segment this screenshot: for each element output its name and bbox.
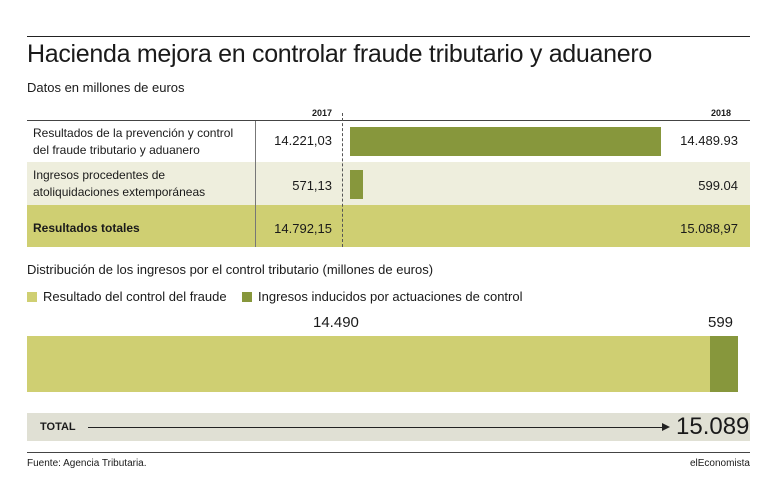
header-rule — [27, 120, 750, 121]
total-value: 15.089 — [676, 413, 750, 440]
value-2018: 14.489.93 — [680, 133, 738, 148]
row-label-total: Resultados totales — [33, 221, 140, 235]
value-2017-total: 14.792,15 — [274, 221, 332, 236]
arrow-line — [88, 427, 664, 428]
column-divider — [255, 121, 256, 247]
bar-2018 — [350, 170, 363, 199]
stacked-bar-ingresos-inducidos — [710, 336, 738, 392]
value-2017: 571,13 — [292, 178, 332, 193]
year-header-2017: 2017 — [312, 108, 333, 118]
legend-label: Ingresos inducidos por actuaciones de co… — [258, 289, 523, 304]
chart-subtitle: Datos en millones de euros — [27, 80, 185, 95]
chart-title: Hacienda mejora en controlar fraude trib… — [27, 40, 652, 68]
arrow-icon — [662, 423, 670, 431]
table-row — [27, 205, 750, 247]
distribution-title: Distribución de los ingresos por el cont… — [27, 262, 434, 277]
value-2017: 14.221,03 — [274, 133, 332, 148]
bar-2018 — [350, 127, 661, 156]
value-2018: 599.04 — [698, 178, 738, 193]
total-label: TOTAL — [40, 421, 76, 433]
row-label: Ingresos procedentes de atoliquidaciones … — [33, 168, 206, 199]
stacked-bar-control-fraude — [27, 336, 710, 392]
row-label: Resultados de la prevención y control del… — [33, 126, 234, 157]
brand-label: elEconomista — [689, 458, 750, 469]
data-label-ingresos-inducidos: 599 — [708, 314, 734, 331]
bottom-rule — [27, 452, 750, 453]
column-divider-dashed — [342, 113, 343, 247]
legend-label: Resultado del control del fraude — [43, 289, 227, 304]
table-row — [27, 162, 750, 205]
legend-swatch — [242, 292, 252, 302]
top-rule — [27, 36, 750, 37]
data-label-control-fraude: 14.490 — [313, 314, 359, 331]
year-header-2018: 2018 — [711, 108, 732, 118]
source-note: Fuente: Agencia Tributaria. — [27, 458, 147, 469]
value-2018-total: 15.088,97 — [680, 221, 738, 236]
legend-swatch — [27, 292, 37, 302]
